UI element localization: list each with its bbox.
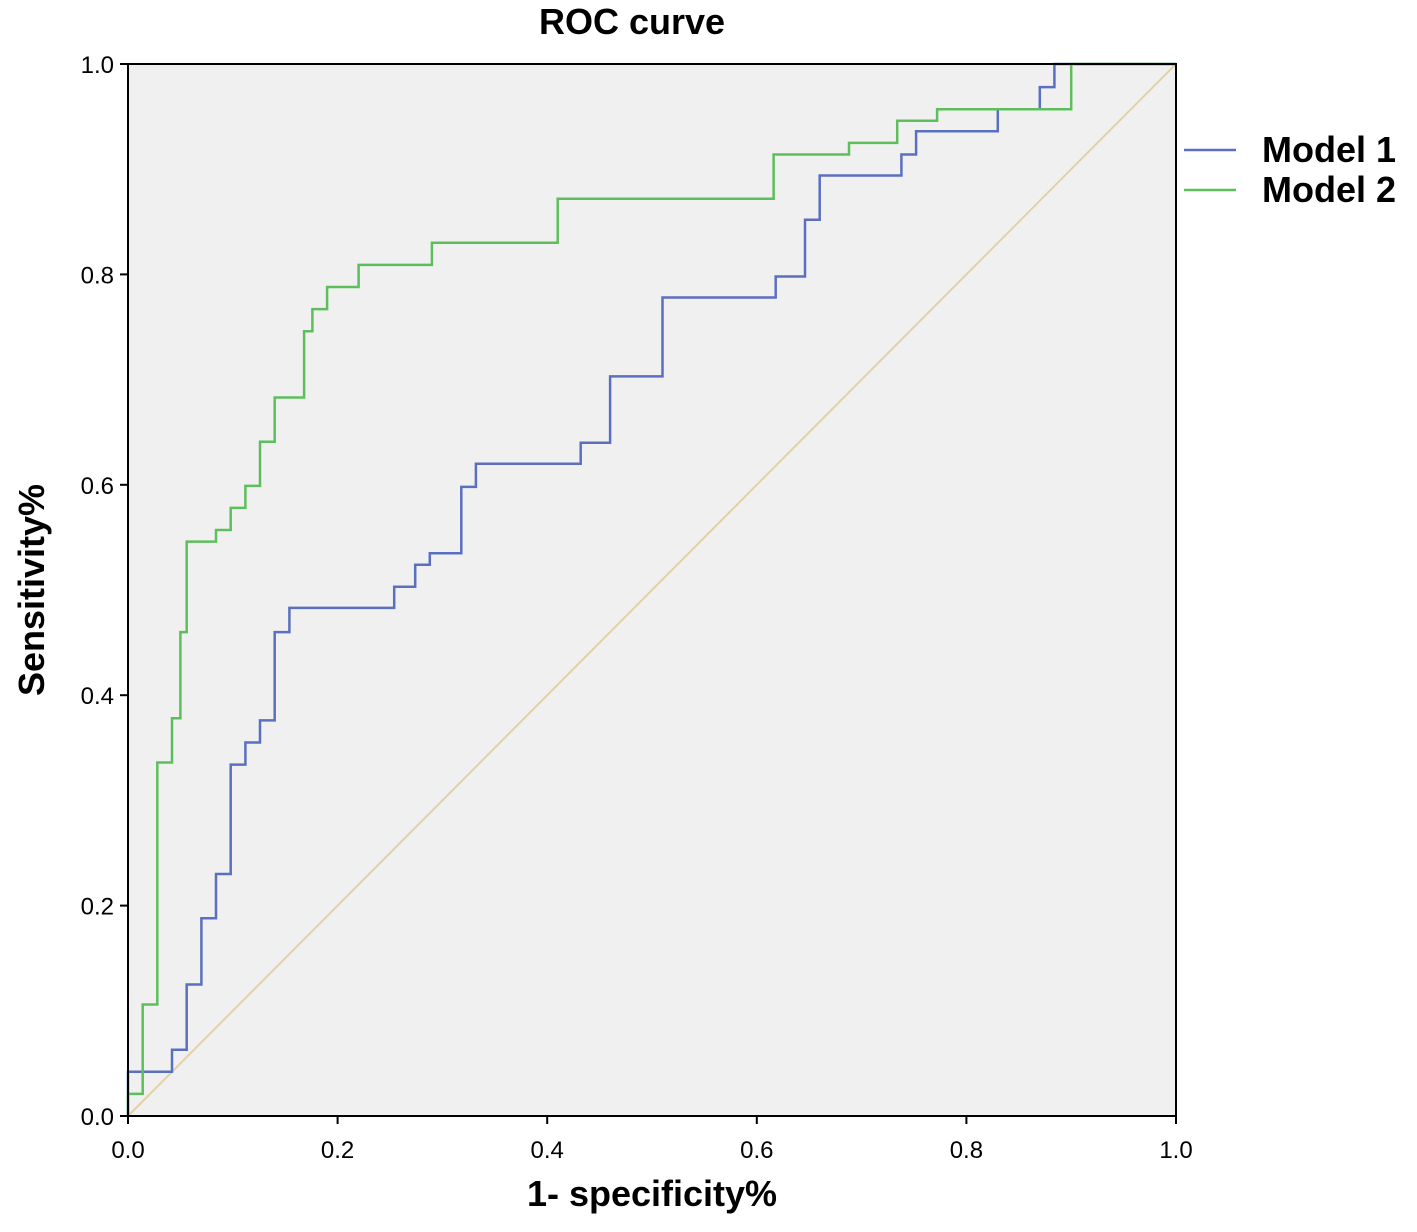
y-tick-label: 0.0: [81, 1104, 114, 1131]
legend-label-model-2: Model 2: [1262, 169, 1396, 210]
x-tick-label: 0.8: [950, 1137, 983, 1164]
y-tick-label: 0.4: [81, 683, 114, 710]
y-tick-label: 0.2: [81, 894, 114, 921]
series-line-model-2: [126, 62, 1176, 1116]
x-tick-label: 0.6: [740, 1137, 773, 1164]
x-tick-label: 1.0: [1159, 1137, 1192, 1164]
y-tick-label: 0.6: [81, 473, 114, 500]
series-line-model-1: [126, 62, 1176, 1116]
series-layer: [126, 62, 1176, 1116]
reference-line-layer: [127, 63, 1177, 1117]
y-tick-label: 0.8: [81, 262, 114, 289]
x-axis-ticks: 0.0 0.2 0.4 0.6 0.8 1.0: [111, 1116, 1193, 1164]
x-tick-label: 0.2: [321, 1137, 354, 1164]
y-axis-ticks: 0.0 0.2 0.4 0.6 0.8 1.0: [81, 52, 128, 1131]
y-axis-label: Sensitivity%: [11, 484, 52, 696]
chart-title: ROC curve: [539, 1, 725, 42]
x-axis-label: 1- specificity%: [527, 1173, 777, 1214]
x-tick-label: 0.0: [111, 1137, 144, 1164]
legend-label-model-1: Model 1: [1262, 129, 1396, 170]
y-tick-label: 1.0: [81, 52, 114, 79]
x-tick-label: 0.4: [531, 1137, 564, 1164]
reference-diagonal-line: [127, 63, 1177, 1117]
plot-frame: [127, 63, 1177, 1117]
